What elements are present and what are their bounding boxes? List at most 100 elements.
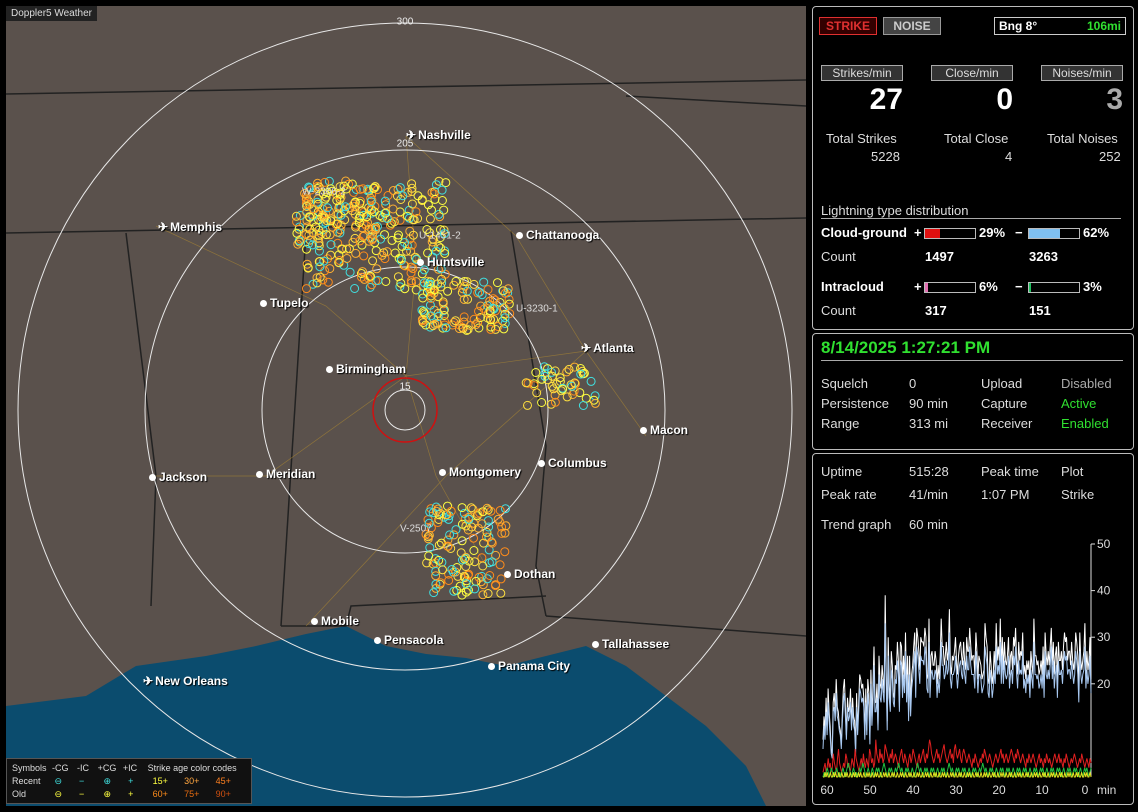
peak-rate-label: Peak rate <box>821 487 877 502</box>
strike-marker <box>431 246 441 256</box>
storm-cell-label[interactable]: U-1451-2 <box>419 230 461 242</box>
airport-icon: ✈ <box>581 341 592 355</box>
strike-marker <box>410 252 420 262</box>
strike-marker <box>575 388 585 398</box>
city-name: Birmingham <box>336 362 407 376</box>
storm-cell-label[interactable]: W-2366-2 <box>302 186 346 198</box>
strike-marker <box>305 212 315 222</box>
strike-marker <box>423 534 433 544</box>
strike-marker <box>495 506 505 515</box>
storm-cell-label[interactable]: V-2507 <box>400 523 432 535</box>
strike-marker <box>357 240 367 250</box>
plot-value[interactable]: Strike <box>1061 487 1095 502</box>
total-close-label: Total Close <box>944 131 1009 146</box>
strike-marker <box>475 287 484 297</box>
strike-marker <box>351 248 361 258</box>
close-min-value: 0 <box>996 83 1013 116</box>
strike-marker <box>473 509 483 519</box>
strike-marker <box>373 185 382 195</box>
strike-marker <box>388 204 398 214</box>
city-name: Memphis <box>170 220 223 234</box>
legend-recent-age-3: 45+ <box>215 776 231 786</box>
strike-marker <box>500 547 510 557</box>
legend-header-pos-cg: +CG <box>97 763 117 773</box>
strike-marker <box>323 203 332 213</box>
strike-marker <box>478 590 488 600</box>
noise-button[interactable]: NOISE <box>883 17 941 35</box>
strike-marker <box>339 181 349 191</box>
strike-marker <box>500 288 510 298</box>
storm-cell-label[interactable]: U-3230-1 <box>516 303 558 315</box>
ic-negative-bar <box>1028 282 1080 293</box>
strike-marker <box>461 579 471 589</box>
city-name: Nashville <box>418 128 471 142</box>
x-tick-label: 30 <box>949 783 963 797</box>
strike-marker <box>425 214 435 224</box>
strike-marker <box>304 230 314 240</box>
strike-marker <box>370 223 380 233</box>
strike-marker <box>377 250 387 260</box>
cg-minus-sign: − <box>1015 225 1023 240</box>
strike-marker <box>423 532 433 542</box>
trend-series-0 <box>822 595 1092 754</box>
strike-marker <box>431 566 441 576</box>
city-columbus: Columbus <box>538 456 607 470</box>
legend-recent-age-2: 30+ <box>184 776 200 786</box>
upload-label: Upload <box>981 376 1023 391</box>
strike-marker <box>460 281 470 291</box>
city-name: Dothan <box>514 567 556 581</box>
strike-marker <box>451 316 460 326</box>
x-tick-label: 60 <box>820 783 834 797</box>
strike-marker <box>312 278 322 288</box>
strike-marker <box>558 384 568 394</box>
strike-marker <box>431 558 440 568</box>
city-name: Tupelo <box>270 296 309 310</box>
strike-marker <box>483 505 493 515</box>
city-atlanta: ✈ Atlanta <box>581 341 634 355</box>
strike-marker <box>323 188 333 198</box>
strike-marker <box>406 262 416 272</box>
strike-marker <box>567 381 577 391</box>
city-name: Columbus <box>548 456 607 470</box>
strike-marker <box>406 276 416 286</box>
city-mobile: Mobile <box>311 614 359 628</box>
strike-marker <box>397 241 407 251</box>
city-name: Huntsville <box>427 255 485 269</box>
city-birmingham: Birmingham <box>326 362 406 376</box>
strike-marker <box>429 588 439 598</box>
strike-marker <box>490 295 500 305</box>
strike-marker <box>413 191 423 201</box>
strike-marker <box>358 231 368 241</box>
strike-marker <box>326 250 336 260</box>
radar-map[interactable]: Doppler5 Weather ✈ Nashville ✈ Memphis Chatt… <box>6 6 806 806</box>
strike-marker <box>367 195 377 205</box>
strike-marker <box>469 533 478 543</box>
strike-marker <box>499 303 509 313</box>
strike-marker <box>474 306 483 316</box>
strike-marker <box>371 246 381 256</box>
strike-marker <box>314 246 324 256</box>
noises-min-value: 3 <box>1106 83 1123 116</box>
strike-marker <box>424 530 434 540</box>
strike-marker <box>332 196 342 205</box>
airport-icon: ✈ <box>406 128 417 142</box>
strike-marker <box>441 178 451 188</box>
strike-marker <box>469 279 479 289</box>
city-macon: Macon <box>640 423 688 437</box>
strike-marker <box>487 538 497 548</box>
strike-marker <box>302 244 311 254</box>
strike-marker <box>312 197 322 207</box>
strike-marker <box>576 364 586 373</box>
strike-marker <box>341 184 351 194</box>
strike-marker <box>437 196 447 205</box>
strike-marker <box>434 540 444 550</box>
strike-marker <box>498 286 508 296</box>
city-tupelo: Tupelo <box>260 296 308 310</box>
intracloud-label: Intracloud <box>821 279 884 294</box>
strike-marker <box>523 400 532 410</box>
legend-recent-neg-ic: − <box>79 776 85 786</box>
strike-marker <box>308 279 318 289</box>
strike-marker <box>590 398 600 408</box>
city-dothan: Dothan <box>504 567 555 581</box>
strike-button[interactable]: STRIKE <box>819 17 877 35</box>
